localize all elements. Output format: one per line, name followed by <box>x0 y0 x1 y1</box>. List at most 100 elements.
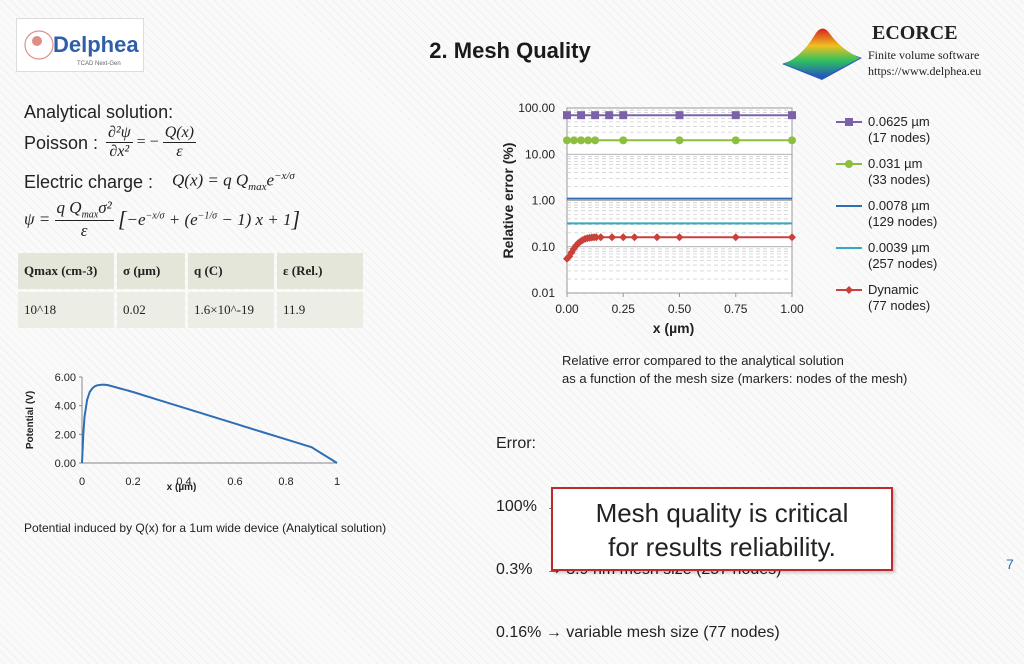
error-series-marker-1 <box>563 136 571 145</box>
error-chart: 0.01 0.10 1.00 10.00 100.00 0.00 0.25 0.50 0.75 1… <box>500 101 804 336</box>
error-series-marker-1 <box>577 136 586 145</box>
x-axis-label: x (µm) <box>653 320 695 336</box>
y-axis-label: Potential (V) <box>25 391 36 449</box>
y-tick-label: 0.00 <box>55 458 76 470</box>
header-epsilon: ε (Rel.) <box>277 253 363 289</box>
error-summary-line: 0.16% → variable mesh size (77 nodes) <box>496 624 780 641</box>
legend-entry-name: 0.0078 µm <box>868 198 930 213</box>
legend-entry-nodes: (129 nodes) <box>868 214 938 229</box>
error-series-marker-4 <box>731 233 740 242</box>
legend-swatch <box>836 286 862 294</box>
y-tick-label: 1.00 <box>532 194 556 208</box>
error-chart-legend: 0.0625 µm (17 nodes) 0.031 µm (33 nodes) 0.0… <box>834 114 1019 324</box>
error-series-marker-1 <box>591 136 600 145</box>
error-series-marker-0 <box>788 111 796 120</box>
legend-entry-nodes: (33 nodes) <box>868 172 931 187</box>
poisson-label: Poisson : <box>24 133 99 153</box>
y-tick-label: 10.00 <box>525 147 555 161</box>
legend-swatch-marker <box>845 286 853 294</box>
y-tick-label: 100.00 <box>518 101 555 115</box>
y-tick-label: 0.01 <box>532 286 556 300</box>
conclusion-box: Mesh quality is critical for results rel… <box>551 487 893 571</box>
legend-swatch-marker <box>845 118 853 126</box>
error-caption-line2: as a function of the mesh size (markers:… <box>562 371 908 386</box>
legend-entry-nodes: (257 nodes) <box>868 256 938 271</box>
legend-entry-name: 0.0625 µm <box>868 114 930 129</box>
legend-entry-name: 0.0039 µm <box>868 240 930 255</box>
legend-entry-name: Dynamic <box>868 282 919 297</box>
conclusion-line2: for results reliability. <box>608 532 836 562</box>
brand-tagline: Finite volume software <box>868 48 980 62</box>
error-series-marker-1 <box>788 136 796 145</box>
potential-caption: Potential induced by Q(x) for a 1um wide… <box>24 521 387 535</box>
error-series-marker-0 <box>731 111 740 120</box>
error-series-marker-1 <box>619 136 628 145</box>
legend-entry-name: 0.031 µm <box>868 156 923 171</box>
error-series-marker-4 <box>619 233 628 242</box>
delphea-logo: Delphea TCAD Next-Gen <box>16 18 144 72</box>
analytical-heading: Analytical solution: <box>24 102 174 122</box>
x-tick-label: 0.4 <box>176 476 191 488</box>
logo-text: Delphea <box>53 32 139 57</box>
potential-chart: 0.00 2.00 4.00 6.00 0 0.2 0.4 0.6 0.8 1 x (µm) Pote… <box>25 372 340 493</box>
value-epsilon: 11.9 <box>277 292 363 328</box>
parameters-table: Qmax (cm-3) σ (µm) q (C) ε (Rel.) 10^18 … <box>15 250 366 331</box>
value-q: 1.6×10^-19 <box>188 292 274 328</box>
error-series-marker-1 <box>731 136 740 145</box>
error-series-marker-4 <box>675 233 684 242</box>
page-number: 7 <box>1006 556 1014 572</box>
error-series-marker-4 <box>788 233 796 242</box>
y-tick-label: 4.00 <box>55 401 76 413</box>
potential-series-line <box>81 383 338 464</box>
delphea-logo-mark: Delphea TCAD Next-Gen <box>24 30 139 67</box>
poisson-equation: ∂²ψ ∂x² = − Q(x) ε <box>106 124 196 160</box>
legend-entry-nodes: (77 nodes) <box>868 298 931 313</box>
x-axis-label: x (µm) <box>167 482 197 493</box>
x-tick-label: 1.00 <box>780 302 804 316</box>
legend-swatch <box>836 118 862 126</box>
y-axis-label: Relative error (%) <box>500 143 516 259</box>
table-row: 10^18 0.02 1.6×10^-19 11.9 <box>18 292 363 328</box>
x-tick-label: 0.2 <box>125 476 140 488</box>
brand-url[interactable]: https://www.delphea.eu <box>868 64 982 78</box>
error-summary-heading: Error: <box>496 435 536 452</box>
legend-swatch <box>836 247 862 249</box>
error-series-marker-0 <box>591 111 600 120</box>
table-header-row: Qmax (cm-3) σ (µm) q (C) ε (Rel.) <box>18 253 363 289</box>
header-qmax: Qmax (cm-3) <box>18 253 114 289</box>
conclusion-line1: Mesh quality is critical <box>595 498 849 528</box>
value-sigma: 0.02 <box>117 292 185 328</box>
error-series-marker-0 <box>675 111 684 120</box>
x-tick-label: 0.75 <box>724 302 748 316</box>
error-series-marker-4 <box>608 233 616 242</box>
header-sigma: σ (µm) <box>117 253 185 289</box>
x-tick-label: 0.25 <box>612 302 636 316</box>
potential-equation: ψ = q Qmaxσ² ε [−e−x/σ + (e−1/σ − 1) x +… <box>24 198 301 241</box>
brand-name: ECORCE <box>872 22 958 44</box>
error-series-marker-1 <box>675 136 684 145</box>
error-series-marker-4 <box>630 233 639 242</box>
error-series-marker-1 <box>584 136 593 145</box>
legend-swatch <box>836 160 862 168</box>
error-series-marker-0 <box>563 111 571 120</box>
error-caption-line1: Relative error compared to the analytica… <box>562 353 844 368</box>
y-tick-label: 6.00 <box>55 372 76 384</box>
header-q: q (C) <box>188 253 274 289</box>
value-qmax: 10^18 <box>18 292 114 328</box>
y-tick-label: 2.00 <box>55 429 76 441</box>
error-series-marker-4 <box>596 233 605 242</box>
error-series-marker-1 <box>569 136 578 145</box>
error-series-marker-0 <box>605 111 614 120</box>
x-tick-label: 1 <box>334 476 340 488</box>
legend-swatch-marker <box>845 160 853 168</box>
error-series-marker-0 <box>619 111 628 120</box>
charge-label: Electric charge : <box>24 172 154 192</box>
x-tick-label: 0.50 <box>668 302 692 316</box>
x-tick-label: 0.00 <box>555 302 579 316</box>
legend-swatch <box>836 205 862 207</box>
x-tick-label: 0.6 <box>227 476 242 488</box>
error-series-marker-0 <box>577 111 586 120</box>
y-tick-label: 0.10 <box>532 240 556 254</box>
x-tick-label: 0 <box>79 476 85 488</box>
logo-sub: TCAD Next-Gen <box>77 61 121 67</box>
